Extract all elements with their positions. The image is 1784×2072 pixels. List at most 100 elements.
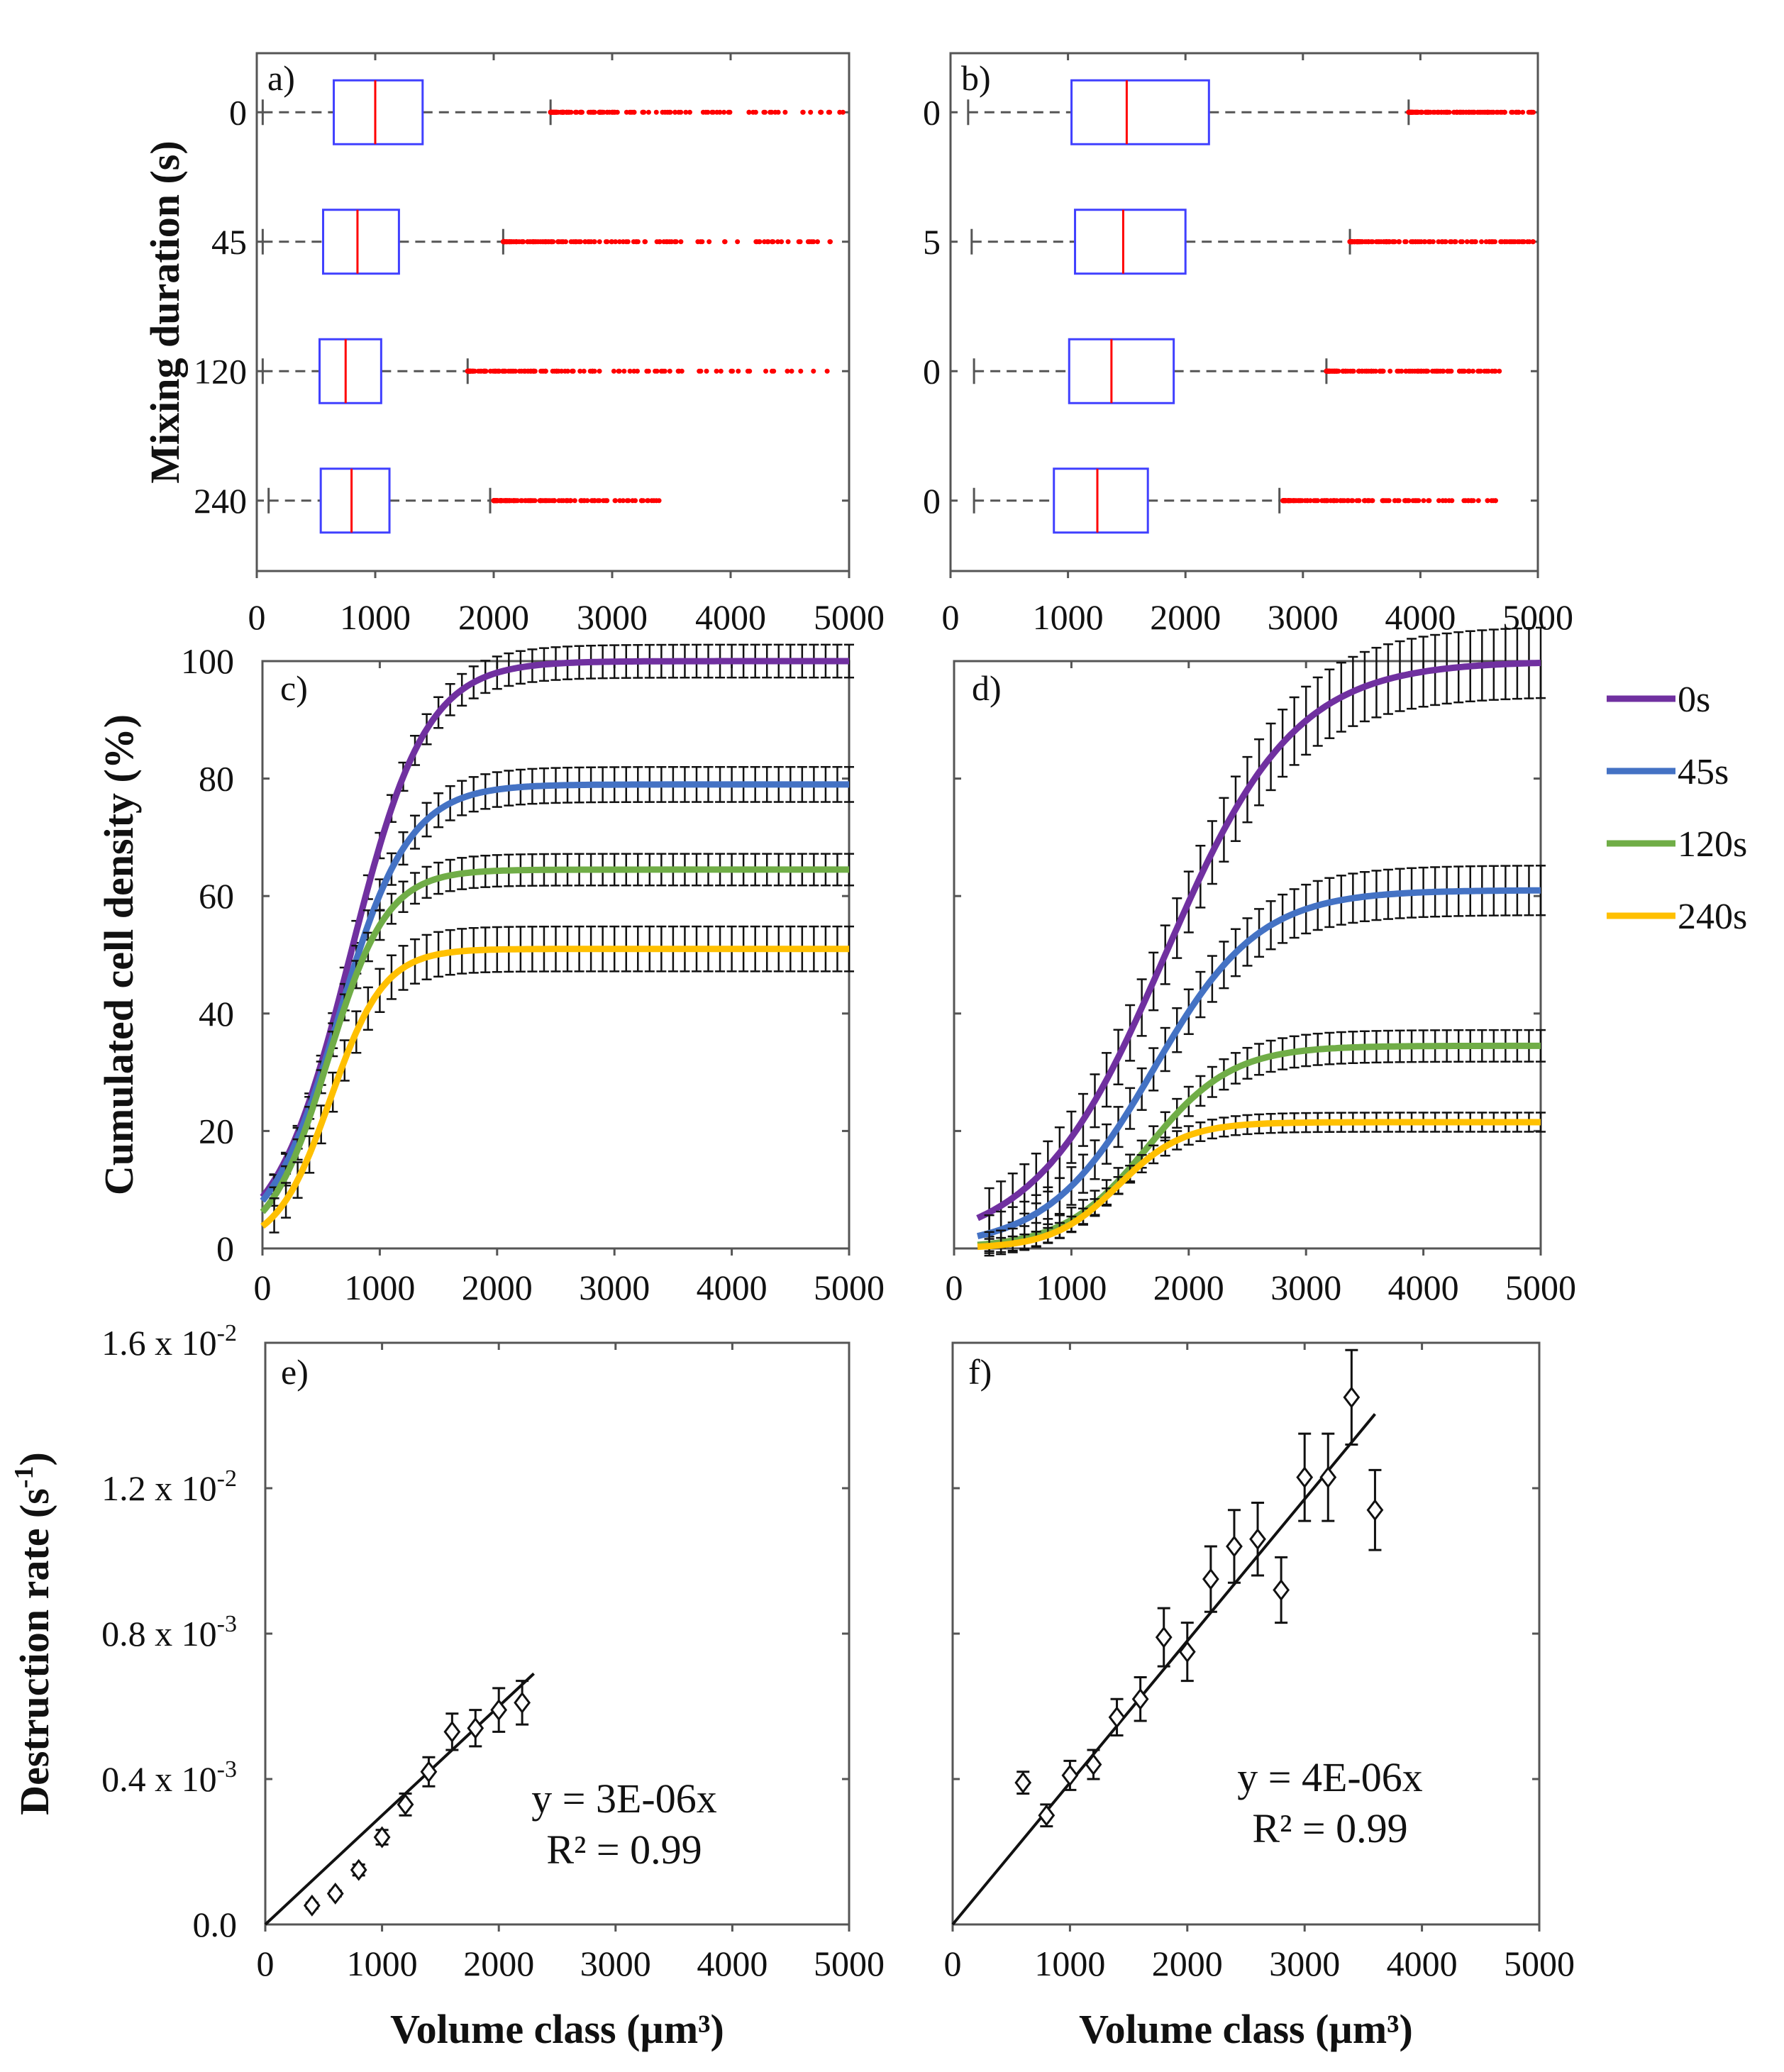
outlier-point bbox=[1485, 109, 1490, 115]
outlier-point bbox=[641, 109, 646, 115]
outlier-point bbox=[1422, 239, 1428, 245]
x-tick-label: 4000 bbox=[1388, 1268, 1459, 1307]
outlier-point bbox=[721, 109, 727, 115]
outlier-point bbox=[775, 239, 780, 245]
outlier-point bbox=[1326, 368, 1332, 374]
title-base: Destruction rate (s bbox=[11, 1488, 57, 1815]
outlier-point bbox=[1526, 109, 1531, 115]
outlier-point bbox=[493, 498, 499, 504]
outlier-point bbox=[1290, 498, 1296, 504]
x-tick-label: 0 bbox=[248, 597, 266, 637]
outlier-point bbox=[1375, 239, 1381, 245]
outlier-point bbox=[570, 239, 576, 245]
outlier-point bbox=[826, 109, 831, 115]
outlier-point bbox=[1380, 498, 1385, 504]
panel-label: f) bbox=[968, 1352, 992, 1392]
legend-label: 0s bbox=[1678, 680, 1710, 720]
outlier-point bbox=[521, 368, 527, 374]
outlier-point bbox=[501, 498, 506, 504]
y-tick-label: 80 bbox=[199, 759, 234, 799]
outlier-point bbox=[1475, 109, 1481, 115]
panel-f: 0 1000 2000 3000 4000 5000 f) y = 4E-06x R² = 0.… bbox=[944, 1341, 1575, 2052]
outlier-point bbox=[1365, 239, 1371, 245]
x-tick-label: 1000 bbox=[344, 1268, 415, 1307]
outlier-point bbox=[1362, 498, 1368, 504]
outlier-point bbox=[543, 368, 548, 374]
y-axis-title: Cumulated cell density (%) bbox=[96, 714, 142, 1195]
fit-r2: R² = 0.99 bbox=[1252, 1805, 1407, 1851]
outlier-point bbox=[763, 368, 769, 374]
box bbox=[1070, 79, 1210, 145]
x-tick-label: 2000 bbox=[462, 1268, 533, 1307]
outlier-point bbox=[1461, 368, 1467, 374]
x-tick-label: 5000 bbox=[1504, 1944, 1575, 1983]
outliers bbox=[1406, 109, 1536, 115]
outlier-point bbox=[1319, 498, 1325, 504]
outlier-point bbox=[667, 109, 673, 115]
data-point bbox=[1296, 1466, 1314, 1489]
outlier-point bbox=[1449, 498, 1455, 504]
outlier-point bbox=[591, 239, 597, 245]
tick-exponent: -2 bbox=[217, 1320, 237, 1346]
outlier-point bbox=[567, 498, 573, 504]
outlier-point bbox=[762, 239, 768, 245]
outlier-point bbox=[1295, 498, 1301, 504]
outlier-point bbox=[770, 239, 776, 245]
outlier-point bbox=[483, 368, 489, 374]
outlier-point bbox=[665, 239, 670, 245]
outlier-point bbox=[1530, 239, 1536, 245]
outlier-point bbox=[1469, 498, 1475, 504]
data-point bbox=[1319, 1466, 1337, 1489]
x-tick-label: 4000 bbox=[695, 597, 766, 637]
y-tick-label: 240 bbox=[194, 481, 247, 521]
outlier-point bbox=[597, 368, 602, 374]
y-tick-label: 60 bbox=[199, 876, 234, 916]
outlier-point bbox=[1399, 368, 1405, 374]
outlier-point bbox=[1485, 368, 1491, 374]
x-tick-label: 3000 bbox=[1270, 1268, 1341, 1307]
outlier-point bbox=[653, 498, 659, 504]
outlier-point bbox=[718, 368, 724, 374]
x-tick-label: 1000 bbox=[347, 1944, 418, 1983]
x-tick-label: 2000 bbox=[1153, 1268, 1224, 1307]
data-point bbox=[1273, 1579, 1290, 1601]
outlier-point bbox=[503, 368, 509, 374]
outlier-point bbox=[578, 109, 584, 115]
data-point bbox=[1131, 1688, 1149, 1710]
outlier-point bbox=[707, 239, 712, 245]
outlier-point bbox=[667, 368, 672, 374]
outlier-point bbox=[505, 498, 511, 504]
series-line-120s bbox=[260, 866, 850, 1214]
outlier-point bbox=[819, 109, 824, 115]
x-tick-label: 5000 bbox=[1502, 597, 1573, 637]
outlier-point bbox=[1514, 109, 1520, 115]
outlier-point bbox=[1396, 498, 1402, 504]
outlier-point bbox=[660, 109, 665, 115]
x-tick-label: 0 bbox=[257, 1944, 275, 1983]
outlier-point bbox=[1381, 239, 1387, 245]
x-tick-label: 4000 bbox=[1387, 1944, 1458, 1983]
y-axis-title: Mixing duration (s) bbox=[142, 140, 188, 483]
outlier-point bbox=[1485, 498, 1490, 504]
data-point bbox=[1202, 1568, 1219, 1590]
outlier-point bbox=[1406, 368, 1412, 374]
outlier-point bbox=[527, 498, 533, 504]
outlier-point bbox=[511, 239, 517, 245]
y-tick-label: 40 bbox=[199, 994, 234, 1034]
outlier-point bbox=[1440, 498, 1446, 504]
outlier-point bbox=[621, 368, 627, 374]
fit-equation: y = 4E-06x bbox=[1237, 1754, 1422, 1800]
outlier-point bbox=[1461, 498, 1467, 504]
outlier-point bbox=[629, 109, 635, 115]
y-tick-label: 20 bbox=[199, 1111, 234, 1151]
y-tick-label: 1.6 x 10-2 bbox=[101, 1320, 237, 1363]
outliers bbox=[491, 498, 662, 504]
outlier-point bbox=[1490, 498, 1496, 504]
x-tick-label: 5000 bbox=[1505, 1268, 1576, 1307]
y-tick-label: 0 bbox=[923, 92, 941, 132]
outlier-point bbox=[709, 109, 715, 115]
data-point bbox=[1178, 1641, 1196, 1663]
data-point bbox=[1038, 1804, 1056, 1827]
outlier-point bbox=[581, 368, 587, 374]
